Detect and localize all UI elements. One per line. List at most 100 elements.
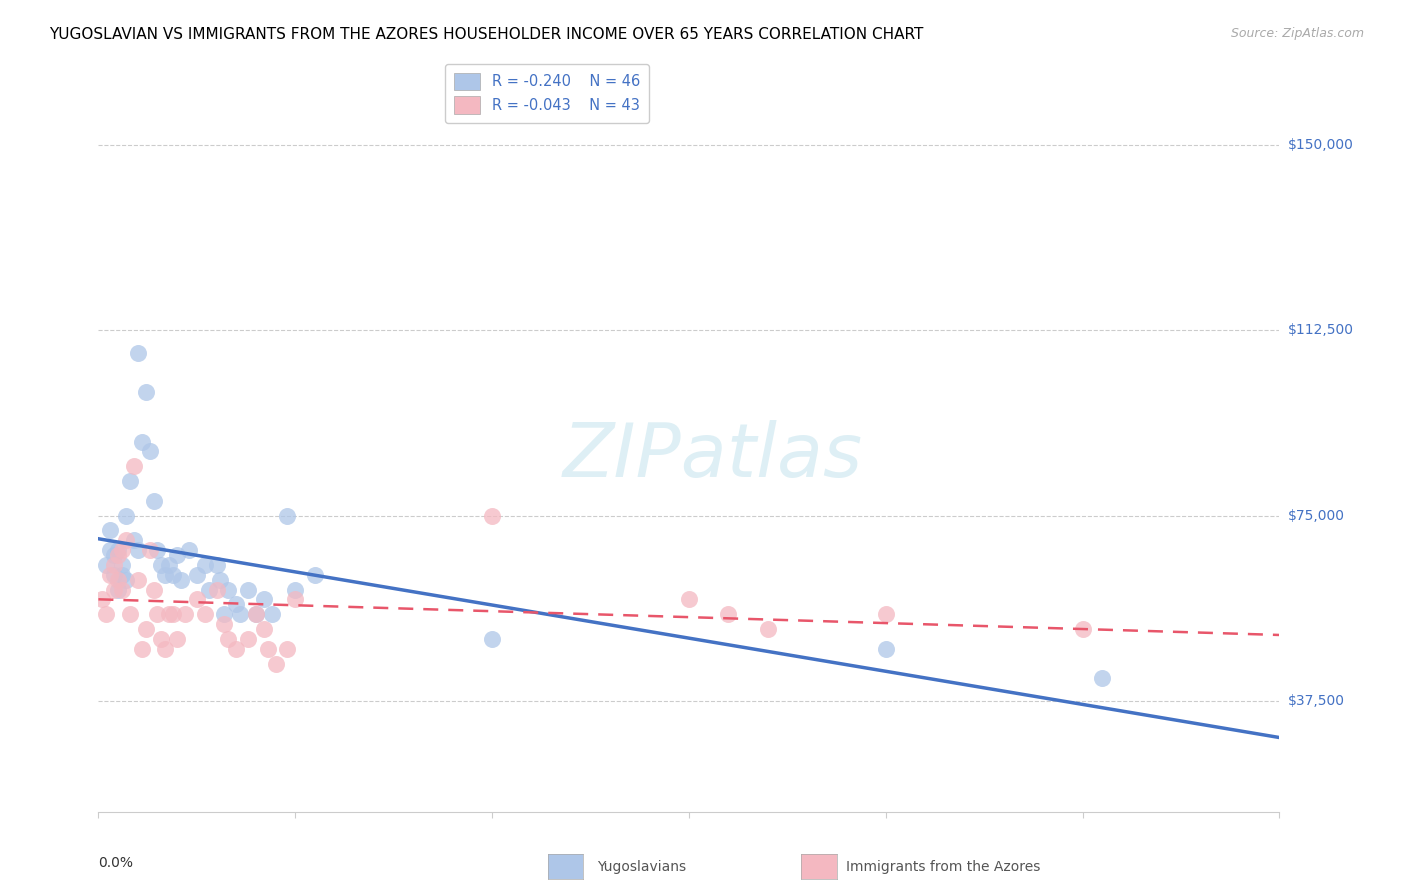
Point xyxy=(115,508,138,523)
Point xyxy=(157,607,180,622)
Text: ZIPatlas: ZIPatlas xyxy=(562,420,863,492)
Point xyxy=(264,657,287,671)
Point xyxy=(115,533,138,548)
Point xyxy=(756,622,779,636)
Text: $37,500: $37,500 xyxy=(1288,694,1344,707)
Point xyxy=(284,582,307,597)
Point xyxy=(245,607,267,622)
Point xyxy=(214,617,236,632)
Point xyxy=(481,632,503,646)
Point xyxy=(205,582,228,597)
Point xyxy=(260,607,283,622)
Point xyxy=(127,543,149,558)
Point xyxy=(122,533,145,548)
Point xyxy=(146,607,169,622)
Point xyxy=(162,567,184,582)
Text: $75,000: $75,000 xyxy=(1288,508,1344,523)
Point xyxy=(103,558,125,572)
Point xyxy=(107,582,129,597)
Point xyxy=(1071,622,1094,636)
Point xyxy=(107,548,129,562)
Text: YUGOSLAVIAN VS IMMIGRANTS FROM THE AZORES HOUSEHOLDER INCOME OVER 65 YEARS CORRE: YUGOSLAVIAN VS IMMIGRANTS FROM THE AZORE… xyxy=(49,27,924,42)
Point xyxy=(186,592,208,607)
Point xyxy=(127,345,149,359)
Point xyxy=(225,598,247,612)
Point xyxy=(157,558,180,572)
Point xyxy=(186,567,208,582)
Point xyxy=(170,573,193,587)
Point xyxy=(103,582,125,597)
Point xyxy=(875,607,897,622)
Text: $112,500: $112,500 xyxy=(1288,324,1354,337)
Point xyxy=(122,459,145,474)
Point xyxy=(236,582,259,597)
Point xyxy=(253,592,276,607)
Point xyxy=(1091,672,1114,686)
Point xyxy=(96,607,118,622)
Text: $150,000: $150,000 xyxy=(1288,138,1354,153)
Point xyxy=(166,632,188,646)
Point xyxy=(155,641,177,656)
Point xyxy=(205,558,228,572)
Point xyxy=(138,543,160,558)
Point xyxy=(131,641,153,656)
Point xyxy=(256,641,278,656)
Point xyxy=(111,582,134,597)
Point xyxy=(197,582,219,597)
Point xyxy=(194,607,217,622)
Point xyxy=(177,543,200,558)
Point xyxy=(217,582,239,597)
Point xyxy=(96,558,118,572)
Point xyxy=(98,524,121,538)
Point xyxy=(717,607,740,622)
Point xyxy=(225,641,247,656)
Point xyxy=(111,558,134,572)
Point xyxy=(142,582,165,597)
Point xyxy=(214,607,236,622)
Point xyxy=(118,474,141,488)
Point xyxy=(91,592,114,607)
Point xyxy=(107,543,129,558)
Point xyxy=(276,641,298,656)
Point xyxy=(138,444,160,458)
Point xyxy=(98,567,121,582)
Point xyxy=(135,385,157,400)
Point xyxy=(162,607,184,622)
Point xyxy=(150,558,173,572)
Point xyxy=(678,592,700,607)
Point xyxy=(146,543,169,558)
Point xyxy=(253,622,276,636)
Point xyxy=(150,632,173,646)
Point xyxy=(229,607,252,622)
Point xyxy=(135,622,157,636)
Point xyxy=(142,493,165,508)
Point xyxy=(875,641,897,656)
Point xyxy=(127,573,149,587)
Point xyxy=(166,548,188,562)
Point xyxy=(236,632,259,646)
Point xyxy=(111,567,134,582)
Text: Yugoslavians: Yugoslavians xyxy=(598,860,686,874)
Legend: R = -0.240    N = 46, R = -0.043    N = 43: R = -0.240 N = 46, R = -0.043 N = 43 xyxy=(446,64,650,123)
Point xyxy=(118,607,141,622)
Point xyxy=(98,543,121,558)
Point xyxy=(194,558,217,572)
Point xyxy=(481,508,503,523)
Text: Immigrants from the Azores: Immigrants from the Azores xyxy=(846,860,1040,874)
Point xyxy=(111,543,134,558)
Point xyxy=(131,434,153,449)
Point xyxy=(103,567,125,582)
Text: Source: ZipAtlas.com: Source: ZipAtlas.com xyxy=(1230,27,1364,40)
Point xyxy=(276,508,298,523)
Point xyxy=(115,573,138,587)
Text: 0.0%: 0.0% xyxy=(98,856,134,870)
Point xyxy=(245,607,267,622)
Point xyxy=(284,592,307,607)
Point xyxy=(304,567,326,582)
Point xyxy=(155,567,177,582)
Point xyxy=(217,632,239,646)
Point xyxy=(174,607,197,622)
Point xyxy=(103,548,125,562)
Point xyxy=(209,573,232,587)
Point xyxy=(107,573,129,587)
